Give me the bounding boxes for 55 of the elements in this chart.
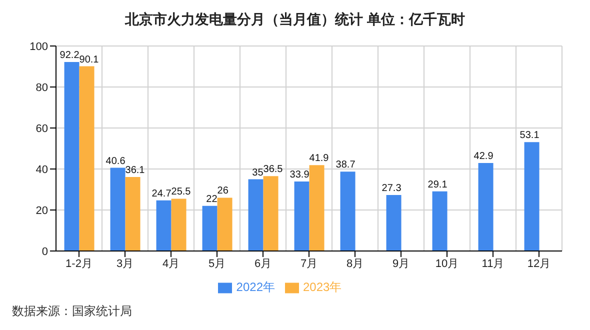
bar: [386, 195, 402, 251]
y-tick-label: 60: [36, 122, 48, 135]
source-note: 数据来源：国家统计局: [12, 304, 132, 318]
data-label: 36.5: [263, 164, 284, 176]
bar: [217, 198, 232, 251]
data-label: 35: [252, 167, 264, 178]
bar: [202, 206, 218, 251]
data-label: 25.5: [171, 186, 192, 198]
data-label: 26: [217, 186, 229, 197]
chart-title: 北京市火力发电量分月（当月值）统计 单位：亿千瓦时: [124, 10, 466, 29]
legend-label: 2023年: [303, 280, 342, 294]
x-tick-label: 5月: [208, 258, 226, 270]
data-label: 36.1: [125, 164, 146, 176]
bar: [309, 165, 324, 251]
data-label: 27.3: [382, 183, 402, 194]
y-tick-label: 20: [36, 204, 48, 217]
data-label: 41.9: [309, 153, 330, 164]
bar: [263, 176, 278, 251]
y-tick-label: 40: [36, 164, 48, 176]
data-label: 29.1: [428, 179, 448, 190]
x-tick-label: 1-2月: [66, 258, 92, 270]
y-tick-label: 80: [36, 82, 48, 94]
y-tick-label: 100: [30, 40, 48, 53]
bar: [248, 179, 264, 251]
bar: [432, 191, 448, 251]
x-tick-label: 10月: [435, 258, 459, 270]
bar: [340, 172, 356, 251]
data-label: 24.7: [152, 188, 172, 200]
x-tick-label: 7月: [300, 258, 318, 270]
x-tick-label: 9月: [392, 258, 410, 270]
data-label: 53.1: [520, 130, 540, 142]
bar: [171, 198, 186, 251]
x-tick-label: 12月: [527, 258, 551, 270]
x-tick-label: 4月: [162, 258, 180, 270]
x-tick-label: 11月: [482, 258, 504, 270]
data-label: 40.6: [106, 156, 126, 167]
bar: [110, 168, 126, 251]
bar: [79, 66, 94, 251]
y-tick-label: 0: [42, 246, 48, 258]
x-tick-label: 8月: [346, 258, 364, 270]
bar: [524, 142, 540, 251]
data-label: 22: [206, 194, 218, 205]
data-label: 42.9: [474, 151, 494, 162]
bar: [294, 182, 310, 251]
data-label: 92.2: [60, 50, 80, 61]
legend-label: 2022年: [236, 280, 275, 294]
bar: [125, 176, 140, 251]
x-tick-label: 3月: [116, 258, 134, 270]
data-label: 33.9: [290, 170, 310, 181]
bar: [156, 200, 172, 251]
data-label: 90.1: [79, 54, 100, 66]
data-label: 38.7: [336, 160, 356, 171]
bar: [64, 62, 80, 251]
bar: [478, 163, 494, 251]
x-tick-label: 6月: [254, 258, 272, 270]
